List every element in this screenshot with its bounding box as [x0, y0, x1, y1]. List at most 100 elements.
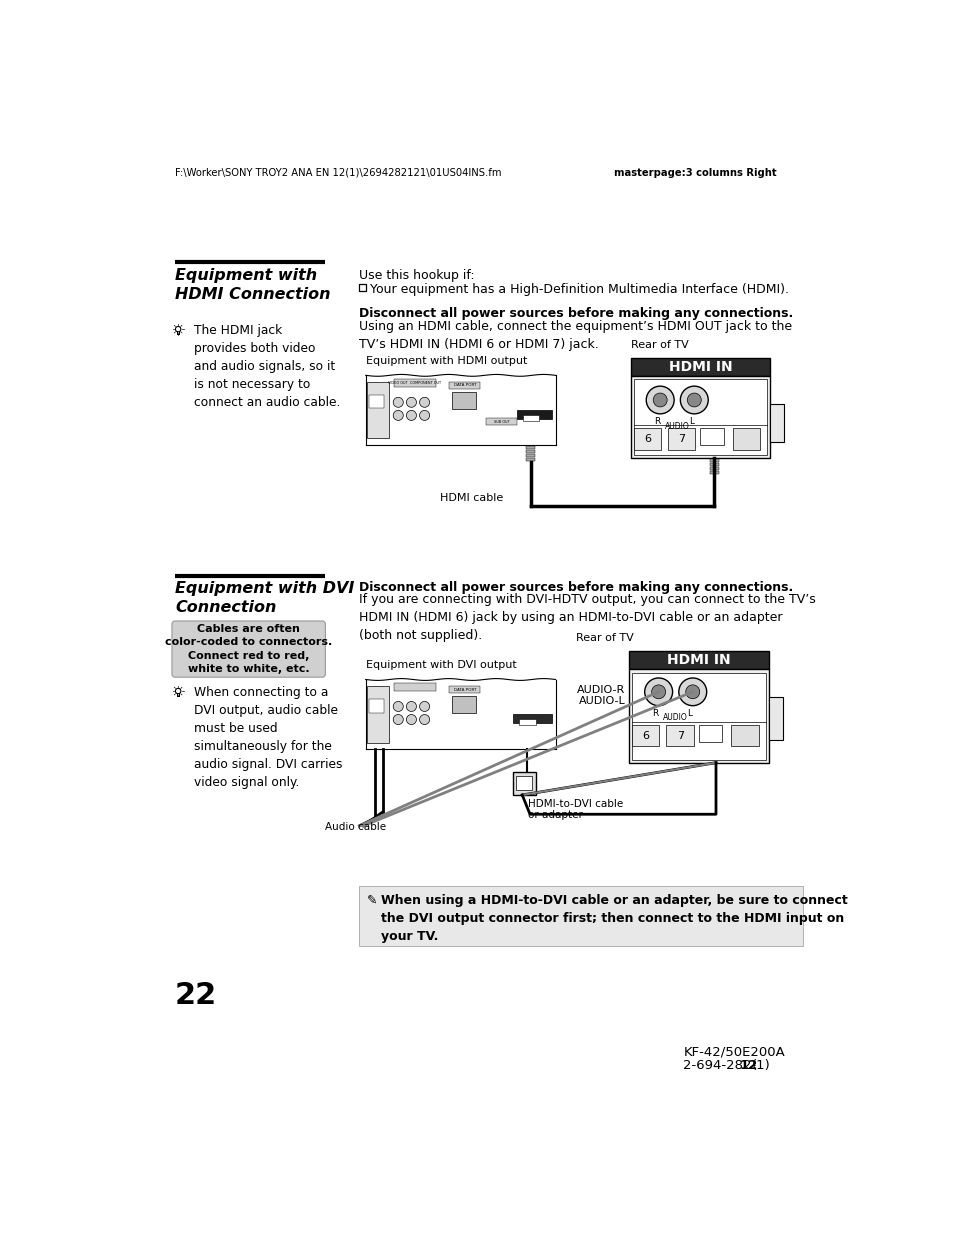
Bar	[666, 725, 693, 746]
Bar	[630, 358, 769, 377]
Text: VIDEO OUT  COMPONENT OUT: VIDEO OUT COMPONENT OUT	[388, 382, 440, 385]
Bar	[452, 393, 476, 409]
Bar	[709, 463, 719, 466]
Text: 22: 22	[174, 982, 217, 1010]
Bar	[367, 685, 389, 742]
Ellipse shape	[393, 701, 403, 711]
Bar	[700, 429, 723, 446]
Ellipse shape	[406, 701, 416, 711]
Bar	[629, 651, 768, 669]
Ellipse shape	[406, 398, 416, 408]
Ellipse shape	[645, 387, 674, 414]
Ellipse shape	[686, 393, 700, 406]
Text: HDMI IN: HDMI IN	[666, 653, 730, 667]
Ellipse shape	[419, 701, 429, 711]
Ellipse shape	[651, 685, 665, 699]
Ellipse shape	[644, 678, 672, 705]
Text: masterpage:3 columns Right: masterpage:3 columns Right	[613, 168, 776, 178]
Bar	[732, 429, 760, 450]
Bar	[525, 458, 535, 461]
Text: Your equipment has a High-Definition Multimedia Interface (HDMI).: Your equipment has a High-Definition Mul…	[370, 283, 788, 296]
Bar	[699, 725, 721, 742]
Text: DATA PORT: DATA PORT	[453, 383, 476, 388]
Text: AUDIO-L: AUDIO-L	[578, 697, 624, 706]
Text: (1): (1)	[751, 1060, 770, 1072]
Ellipse shape	[419, 398, 429, 408]
Ellipse shape	[419, 410, 429, 420]
Bar	[513, 772, 536, 795]
Text: Equipment with DVI output: Equipment with DVI output	[365, 661, 516, 671]
Bar	[359, 885, 802, 946]
Bar	[452, 697, 476, 714]
FancyBboxPatch shape	[172, 621, 325, 677]
Text: HDMI OUT: HDMI OUT	[520, 405, 545, 410]
Text: When connecting to a
DVI output, audio cable
must be used
simultaneously for the: When connecting to a DVI output, audio c…	[193, 685, 342, 789]
Text: 2-694-282-: 2-694-282-	[682, 1060, 756, 1072]
Text: Disconnect all power sources before making any connections.: Disconnect all power sources before maki…	[359, 306, 793, 320]
Text: Equipment with
HDMI Connection: Equipment with HDMI Connection	[174, 268, 330, 301]
Bar	[632, 673, 765, 760]
Bar	[513, 714, 551, 724]
Ellipse shape	[679, 387, 707, 414]
Text: If you are connecting with DVI-HDTV output, you can connect to the TV’s
HDMI IN : If you are connecting with DVI-HDTV outp…	[359, 593, 816, 642]
Bar	[525, 450, 535, 453]
Text: AUDIO-R: AUDIO-R	[577, 684, 624, 694]
Text: R: R	[652, 709, 658, 718]
Bar	[709, 467, 719, 471]
Bar	[449, 382, 480, 389]
Text: HDMI IN: HDMI IN	[668, 359, 732, 374]
Text: AUDIO: AUDIO	[664, 421, 689, 431]
Bar	[632, 725, 659, 746]
Bar	[449, 685, 480, 693]
Bar	[394, 379, 436, 387]
Text: DVI-HDTV OUT: DVI-HDTV OUT	[515, 710, 545, 714]
Text: L: L	[686, 709, 692, 718]
Bar	[359, 284, 366, 290]
Text: 6: 6	[642, 731, 649, 741]
Bar	[768, 698, 781, 740]
Ellipse shape	[679, 678, 706, 705]
Text: Equipment with HDMI output: Equipment with HDMI output	[365, 356, 526, 366]
Bar	[769, 404, 783, 442]
Ellipse shape	[406, 715, 416, 725]
Bar	[485, 417, 517, 425]
Ellipse shape	[393, 410, 403, 420]
Text: 7: 7	[676, 731, 683, 741]
Text: Audio cable: Audio cable	[325, 823, 386, 832]
Text: 6: 6	[643, 435, 651, 445]
Bar	[522, 415, 537, 421]
Text: When using a HDMI-to-DVI cable or an adapter, be sure to connect
the DVI output : When using a HDMI-to-DVI cable or an ada…	[381, 894, 847, 942]
Ellipse shape	[393, 715, 403, 725]
Text: SUB OUT: SUB OUT	[493, 420, 509, 424]
Text: R: R	[654, 417, 659, 426]
Text: DATA PORT: DATA PORT	[453, 688, 476, 692]
Text: Rear of TV: Rear of TV	[576, 634, 634, 643]
Bar	[369, 395, 384, 409]
Text: 12: 12	[739, 1060, 757, 1072]
Text: F:\Worker\SONY TROY2 ANA EN 12(1)\2694282121\01US04INS.fm: F:\Worker\SONY TROY2 ANA EN 12(1)\269428…	[174, 168, 501, 178]
Text: HDMI cable: HDMI cable	[439, 493, 503, 503]
Text: Disconnect all power sources before making any connections.: Disconnect all power sources before maki…	[359, 580, 793, 594]
Bar	[525, 446, 535, 450]
Ellipse shape	[653, 393, 666, 406]
Text: ✎: ✎	[367, 894, 377, 906]
Bar	[367, 382, 389, 438]
Text: HDMI-to-DVI cable
or adapter: HDMI-to-DVI cable or adapter	[528, 799, 623, 820]
Ellipse shape	[419, 715, 429, 725]
Text: The HDMI jack
provides both video
and audio signals, so it
is not necessary to
c: The HDMI jack provides both video and au…	[193, 324, 339, 409]
Text: 7: 7	[678, 435, 685, 445]
Bar	[518, 719, 536, 725]
Ellipse shape	[406, 410, 416, 420]
Text: Use this hookup if:: Use this hookup if:	[359, 269, 475, 282]
Text: L: L	[688, 417, 693, 426]
Bar	[633, 429, 660, 450]
Bar	[709, 459, 719, 462]
Bar	[709, 471, 719, 474]
Text: Equipment with DVI
Connection: Equipment with DVI Connection	[174, 580, 355, 615]
Bar	[630, 377, 769, 458]
Bar	[394, 683, 436, 692]
Bar	[369, 699, 384, 713]
Text: KF-42/50E200A: KF-42/50E200A	[682, 1045, 784, 1058]
Text: Cables are often
color-coded to connectors.
Connect red to red,
white to white, : Cables are often color-coded to connecto…	[165, 624, 332, 674]
Bar	[629, 669, 768, 763]
